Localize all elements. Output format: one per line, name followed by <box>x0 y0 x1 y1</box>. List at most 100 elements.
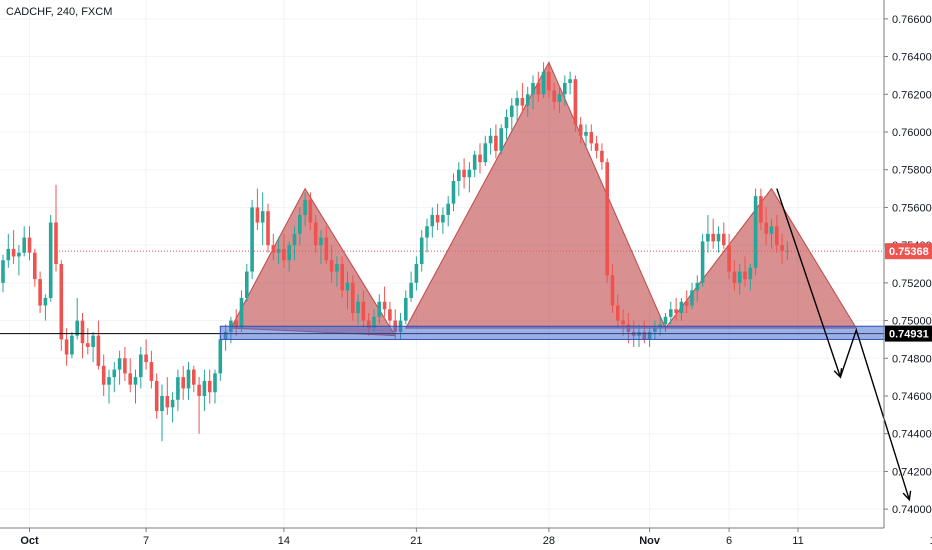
candle <box>414 256 419 291</box>
candle-body <box>467 169 472 178</box>
projection-arrow-line <box>839 327 910 500</box>
candle-body <box>361 301 366 321</box>
candle <box>319 230 323 264</box>
candle-body <box>775 226 779 246</box>
candle <box>446 196 450 227</box>
candle-body <box>245 271 249 298</box>
price-axis[interactable]: 0.76600 0.76400 0.76200 0.76000 0.75800 0.756… <box>884 14 932 516</box>
candle <box>462 158 466 189</box>
candle-body <box>748 267 753 280</box>
candle-body <box>96 335 101 366</box>
y-tick-label: 0.75600 <box>892 202 932 214</box>
candle <box>186 362 191 400</box>
candle <box>128 358 132 393</box>
candle-body <box>446 203 450 215</box>
candle <box>239 290 244 332</box>
neckline-price-tag-text: 0.74931 <box>889 329 929 341</box>
candle-body <box>478 154 482 163</box>
candle-body <box>165 396 170 408</box>
candle <box>748 264 753 291</box>
candle <box>679 297 684 321</box>
candle <box>213 369 217 404</box>
candle <box>133 369 138 404</box>
candle <box>775 214 779 253</box>
candle <box>515 90 519 121</box>
candle <box>245 264 249 302</box>
candle-body <box>260 211 265 223</box>
candle <box>282 233 286 268</box>
candle-body <box>213 373 217 393</box>
candle-body <box>573 79 578 125</box>
candle <box>690 282 694 310</box>
candle-body <box>133 377 138 385</box>
candle-body <box>409 282 413 298</box>
candle <box>48 214 53 302</box>
candle-body <box>17 252 21 257</box>
candle <box>266 203 270 253</box>
candle <box>101 354 106 396</box>
x-tick-label: 7 <box>143 535 149 547</box>
candle-body <box>202 380 207 396</box>
candle <box>96 320 101 370</box>
candle-body <box>170 399 175 408</box>
x-tick-label: 6 <box>726 535 732 547</box>
candle <box>536 71 541 102</box>
candle <box>91 331 95 363</box>
candle-body <box>234 320 238 329</box>
candle-body <box>425 226 429 238</box>
candle-body <box>128 373 132 385</box>
candle-body <box>494 135 498 151</box>
candle-body <box>743 271 747 280</box>
candle <box>525 86 530 117</box>
candle <box>616 294 620 329</box>
candle <box>303 192 307 227</box>
candle <box>488 128 493 155</box>
neckline-zone[interactable] <box>219 325 910 340</box>
overlay-layer <box>0 188 912 502</box>
candle <box>335 256 339 287</box>
candle <box>467 162 472 193</box>
candle <box>308 192 313 231</box>
candle-body <box>727 245 731 272</box>
candle-body <box>457 169 461 182</box>
time-axis[interactable]: Oct 7 14 21 28 Nov 6 11 18 <box>20 528 932 547</box>
candle-body <box>255 207 260 223</box>
candle-body <box>716 233 721 242</box>
candle <box>11 230 16 264</box>
candle <box>250 199 254 280</box>
candle <box>409 271 413 302</box>
candle <box>684 290 689 314</box>
price-tags: 0.75368 0.74931 <box>885 243 932 342</box>
x-tick-label: Oct <box>20 535 39 547</box>
candle <box>271 233 276 261</box>
candle-body <box>536 82 541 95</box>
candle-body <box>510 105 514 117</box>
projection-arrow[interactable] <box>839 327 912 502</box>
candle-body <box>303 199 307 215</box>
candle <box>531 75 535 110</box>
candle-body <box>451 181 456 204</box>
candle-body <box>86 343 90 347</box>
candle <box>759 188 763 231</box>
x-tick-label: 11 <box>792 535 803 547</box>
candle-body <box>621 320 625 325</box>
candle-body <box>759 196 763 223</box>
candle-body <box>753 196 758 268</box>
candle-body <box>483 143 488 163</box>
candle <box>197 377 201 434</box>
candle-body <box>605 162 609 276</box>
candle-body <box>27 237 32 253</box>
candle-body <box>356 301 360 314</box>
symbol-label: CADCHF, 240, FXCM <box>6 6 112 18</box>
candle-body <box>700 241 705 283</box>
x-tick-label: 21 <box>410 535 422 547</box>
candle-body <box>594 143 599 151</box>
candle-body <box>525 94 530 106</box>
y-tick-label: 0.74400 <box>892 429 932 441</box>
candle <box>17 245 21 276</box>
candle-body <box>520 98 525 106</box>
candle <box>472 150 477 178</box>
candle <box>600 143 604 170</box>
candle-body <box>308 199 313 223</box>
